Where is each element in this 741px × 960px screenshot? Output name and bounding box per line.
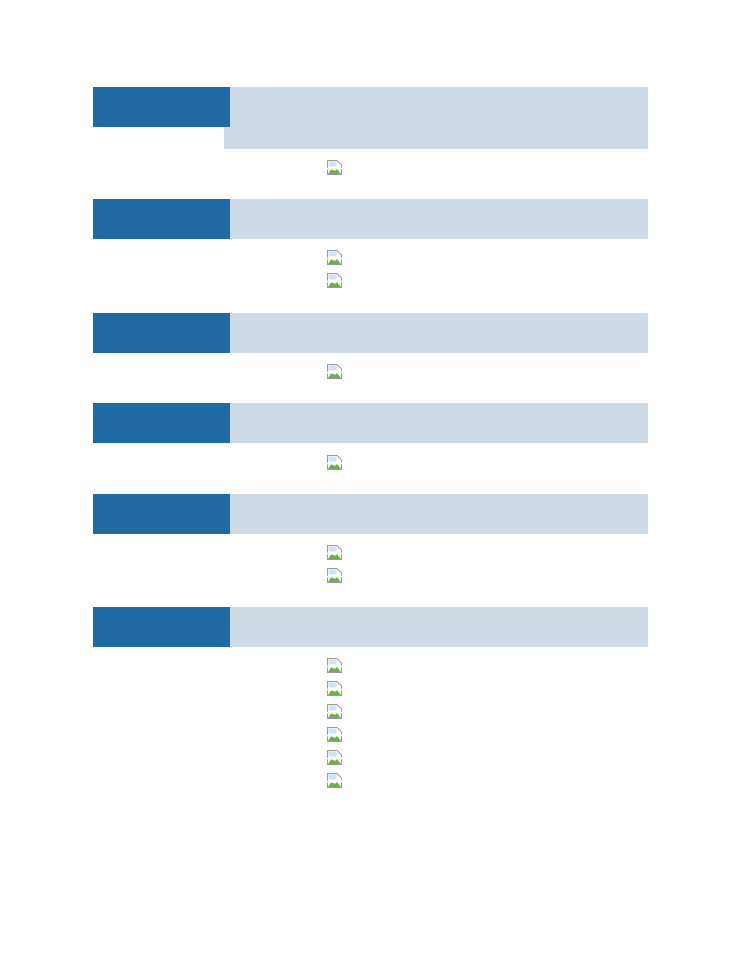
broken-image-icon: [326, 772, 343, 789]
broken-image-icon: [326, 249, 343, 266]
section-3-header-tab: [93, 313, 230, 353]
section-1-header-bar: [230, 87, 648, 149]
broken-image-icon: [326, 272, 343, 289]
section-1-header-bar-extension: [224, 127, 230, 149]
section-2-header-tab: [93, 199, 230, 239]
section-6-header-tab: [93, 607, 230, 647]
broken-image-icon: [326, 454, 343, 471]
broken-image-icon: [326, 159, 343, 176]
section-3-header-bar: [230, 313, 648, 353]
section-1-image-list: [326, 159, 346, 182]
section-2-header-bar: [230, 199, 648, 239]
broken-image-icon: [326, 726, 343, 743]
section-5-header-tab: [93, 494, 230, 534]
section-4-header-bar: [230, 403, 648, 443]
section-5-image-list: [326, 544, 346, 590]
broken-image-icon: [326, 749, 343, 766]
section-3-image-list: [326, 363, 346, 386]
section-2-image-list: [326, 249, 346, 295]
section-4-image-list: [326, 454, 346, 477]
section-4-header-tab: [93, 403, 230, 443]
broken-image-icon: [326, 680, 343, 697]
broken-image-icon: [326, 703, 343, 720]
broken-image-icon: [326, 567, 343, 584]
section-6-image-list: [326, 657, 346, 795]
broken-image-icon: [326, 544, 343, 561]
section-5-header-bar: [230, 494, 648, 534]
section-1-header-tab: [93, 87, 230, 127]
broken-image-icon: [326, 363, 343, 380]
section-6-header-bar: [230, 607, 648, 647]
broken-image-icon: [326, 657, 343, 674]
